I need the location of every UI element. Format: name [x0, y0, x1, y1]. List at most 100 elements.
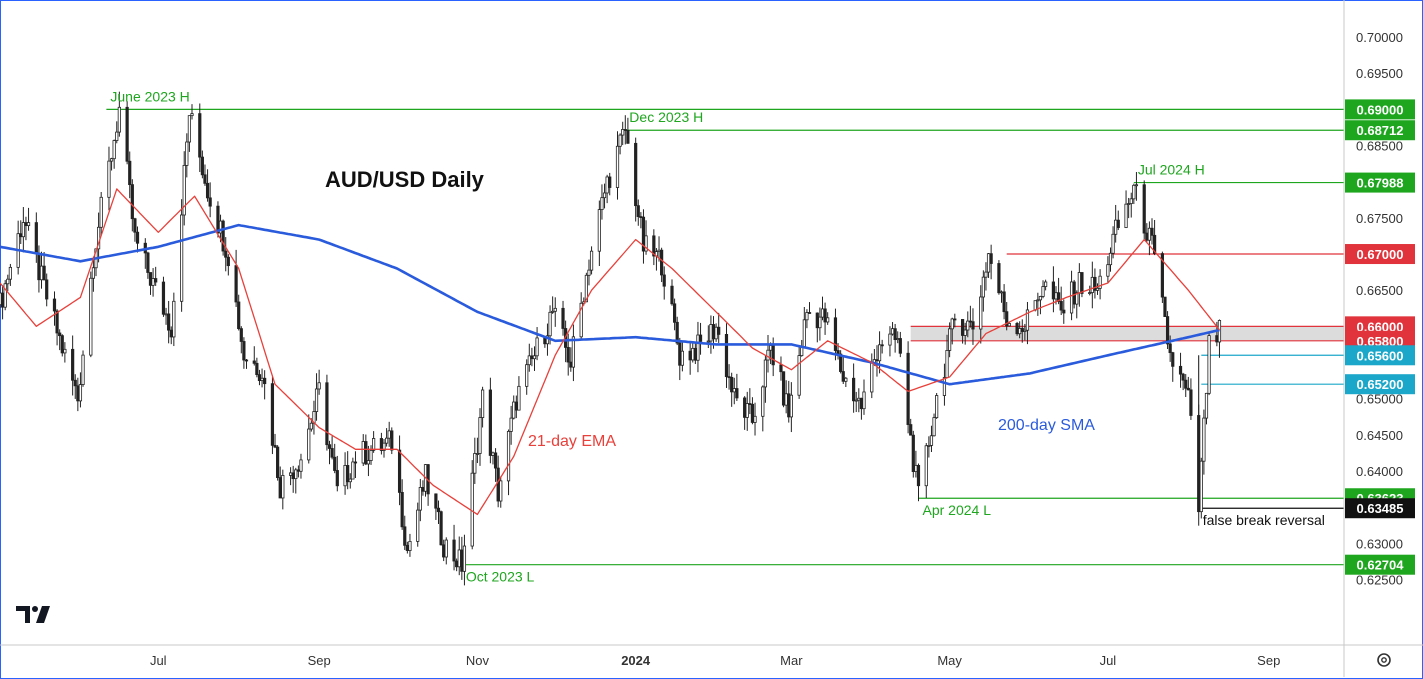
candle	[1077, 263, 1081, 307]
candle-body	[400, 492, 404, 528]
candle	[135, 226, 140, 253]
candle	[42, 251, 46, 281]
candle	[784, 380, 788, 414]
candle	[1129, 192, 1133, 218]
candle-body	[660, 249, 664, 276]
candle-body	[1038, 296, 1043, 301]
candle-body	[561, 307, 565, 329]
candle-body	[442, 544, 446, 558]
candle	[423, 464, 428, 497]
candle	[16, 220, 20, 275]
candle	[857, 388, 861, 413]
candle	[1088, 285, 1092, 296]
candle-body	[880, 344, 884, 347]
candle	[244, 358, 249, 369]
candle	[1080, 272, 1084, 298]
candle	[237, 294, 241, 331]
candle-body	[299, 459, 303, 472]
candle-body	[278, 477, 282, 499]
candle-body	[444, 539, 448, 558]
candle-body	[281, 475, 285, 499]
candle-body	[509, 417, 513, 432]
candle	[164, 307, 168, 325]
candle	[294, 467, 298, 494]
candle	[553, 297, 557, 327]
candle-body	[797, 355, 801, 396]
candle-body	[789, 394, 793, 418]
candle-body	[820, 308, 825, 318]
candle-body	[999, 291, 1004, 294]
candle	[81, 350, 85, 387]
candle	[672, 298, 677, 331]
candle-body	[325, 382, 329, 446]
candle	[639, 212, 643, 229]
candle-body	[909, 424, 913, 436]
candle-body	[491, 452, 495, 456]
candle-body	[460, 549, 464, 572]
candle-body	[997, 263, 1001, 294]
candle	[1147, 221, 1152, 256]
candle-body	[403, 526, 407, 546]
candle-body	[291, 472, 295, 480]
candle	[1124, 190, 1128, 229]
candle-body	[898, 338, 902, 354]
candle	[890, 322, 895, 336]
candle-body	[130, 184, 134, 220]
candle-body	[436, 507, 441, 513]
candle	[353, 451, 358, 479]
candle	[146, 251, 150, 279]
candle-body	[462, 545, 467, 572]
candle	[263, 370, 267, 400]
candle	[906, 341, 910, 434]
candle	[1145, 223, 1149, 242]
candle	[623, 115, 627, 145]
candle-body	[818, 316, 822, 329]
candle-body	[639, 216, 643, 218]
candle	[820, 296, 825, 321]
candle-body	[276, 446, 280, 478]
candle	[478, 408, 482, 466]
candle-body	[877, 344, 882, 362]
candle-body	[252, 360, 256, 364]
candle-body	[932, 417, 936, 437]
candle	[112, 139, 116, 169]
level-price-box	[1345, 374, 1415, 395]
candle-body	[346, 465, 350, 483]
candle	[971, 308, 975, 345]
candle-body	[0, 292, 5, 308]
candle	[260, 368, 264, 388]
candle-body	[569, 361, 573, 368]
candle-body	[208, 197, 212, 207]
candle	[491, 451, 495, 465]
candle	[257, 369, 262, 386]
candle-body	[1163, 296, 1167, 317]
level-price-box	[1345, 498, 1415, 519]
candle-body	[71, 348, 75, 381]
candle-body	[24, 222, 28, 227]
candle	[45, 273, 49, 307]
ema-21-line	[0, 188, 1221, 516]
candle	[605, 174, 609, 204]
candle-body	[948, 328, 952, 351]
candle-body	[688, 350, 692, 361]
candle	[953, 313, 957, 328]
candle	[421, 480, 425, 496]
candle-body	[8, 266, 12, 280]
gear-icon[interactable]	[1377, 653, 1391, 667]
candle	[986, 253, 991, 278]
candle	[348, 473, 352, 489]
candle-body	[221, 220, 225, 252]
candle	[434, 493, 438, 520]
candle-body	[691, 347, 695, 361]
candle	[208, 182, 212, 218]
candle-body	[706, 340, 710, 343]
x-tick-label: Jul	[1100, 653, 1117, 668]
candle-body	[112, 140, 116, 160]
x-tick-label: 2024	[621, 653, 651, 668]
candle	[1059, 286, 1063, 315]
candle-body	[986, 253, 991, 273]
candle	[58, 329, 62, 351]
candle	[255, 357, 259, 378]
candle-body	[602, 192, 607, 199]
